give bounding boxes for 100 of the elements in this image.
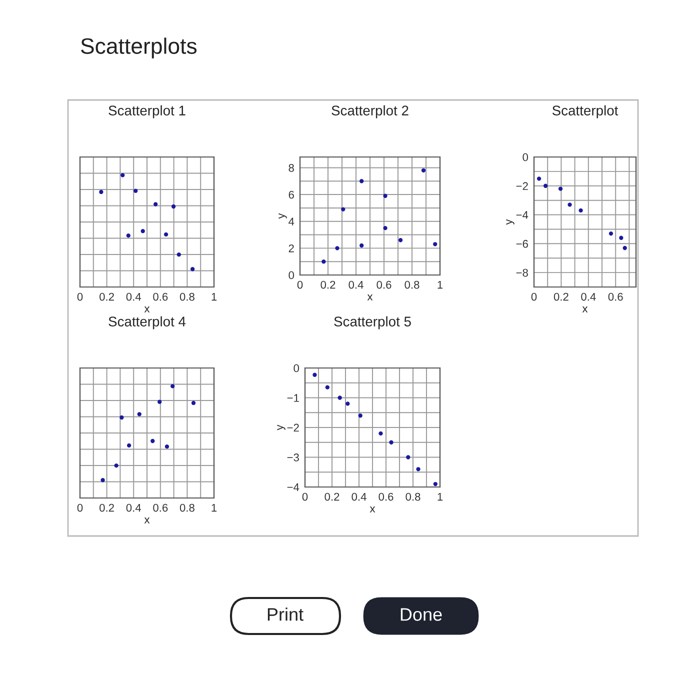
point [158, 400, 162, 404]
point [99, 190, 104, 194]
x-tick-label: 0.2 [554, 292, 568, 301]
y-tick-label: −3 [287, 454, 299, 462]
y-tick-label: −2 [516, 182, 528, 190]
point [164, 232, 168, 237]
x-tick-label: 0 [531, 292, 537, 301]
point [341, 207, 346, 212]
y-tick-label: 6 [288, 190, 294, 199]
x-tick-label: 0 [302, 492, 308, 501]
x-tick-label: 0.6 [608, 292, 623, 301]
point [190, 267, 195, 272]
point [325, 385, 330, 390]
y-tick-label: −1 [287, 394, 299, 402]
x-axis-title: x [144, 306, 150, 312]
y-tick-label: −6 [516, 240, 528, 248]
point [389, 440, 394, 444]
y-tick-label: 2 [288, 244, 294, 252]
x-tick-label: 0.2 [100, 292, 114, 301]
point [622, 246, 627, 250]
point [120, 415, 124, 420]
point [114, 463, 118, 468]
point [578, 208, 583, 213]
x-tick-label: 0.6 [378, 492, 394, 501]
chart-title: Scatterplot 2 [332, 105, 408, 118]
point [171, 204, 176, 209]
x-axis-title: x [370, 506, 376, 512]
x-tick-label: 0.4 [126, 292, 141, 301]
y-tick-label: 4 [288, 218, 294, 226]
chart-title: Scatterplot 5 [334, 316, 411, 330]
x-tick-label: 0.8 [406, 492, 420, 501]
y-tick-label: −8 [516, 268, 528, 277]
point [416, 467, 420, 472]
x-axis-title: x [144, 517, 150, 524]
x-tick-label: 0.8 [404, 280, 420, 289]
point [558, 186, 563, 191]
point [153, 202, 158, 206]
point [126, 233, 130, 238]
point [100, 478, 105, 482]
point [406, 455, 410, 460]
point [164, 444, 170, 449]
x-tick-label: 0.4 [581, 292, 596, 301]
x-tick-label: 0.8 [180, 504, 194, 512]
chart-title: Scatterplot [552, 105, 618, 118]
x-tick-label: 0.4 [352, 492, 366, 501]
y-tick-label: 0 [294, 364, 300, 372]
y-tick-label: 0 [522, 153, 528, 162]
point [176, 252, 181, 257]
point [335, 246, 340, 250]
point [312, 372, 317, 377]
point [150, 438, 155, 444]
x-tick-label: 0.6 [153, 504, 168, 512]
point [126, 443, 132, 448]
point [378, 431, 383, 436]
text: Print [268, 608, 304, 621]
y-axis-title: y [277, 424, 286, 430]
x-tick-label: 0 [77, 292, 83, 301]
point [360, 179, 364, 184]
point [358, 414, 362, 418]
point [383, 194, 388, 198]
x-tick-label: 0.8 [180, 292, 194, 301]
x-tick-label: 1 [438, 280, 443, 289]
x-tick-label: 0.6 [153, 292, 168, 301]
x-tick-label: 0.6 [376, 280, 392, 289]
point [619, 236, 624, 240]
text: Scatterplots [81, 38, 197, 58]
point [433, 242, 438, 246]
x-tick-label: 0.4 [348, 280, 364, 289]
x-axis-title: x [367, 294, 373, 300]
y-tick-label: −4 [516, 211, 528, 219]
x-tick-label: 0 [77, 504, 83, 512]
text: Done [400, 608, 442, 621]
chart-title: Scatterplot 4 [108, 316, 186, 330]
point [191, 400, 196, 406]
x-tick-label: 1 [212, 292, 217, 301]
point [120, 173, 125, 178]
point [170, 384, 175, 388]
point [346, 402, 350, 406]
point [137, 412, 142, 416]
point [140, 229, 145, 234]
point [608, 231, 614, 236]
x-tick-label: 1 [438, 492, 443, 501]
point [433, 482, 438, 486]
point [568, 202, 572, 207]
point [322, 260, 326, 264]
y-tick-label: 8 [288, 164, 294, 172]
x-tick-label: 0.2 [320, 280, 336, 289]
point [536, 176, 542, 181]
point [134, 188, 138, 193]
y-axis-title: y [278, 213, 287, 219]
chart-title: Scatterplot 1 [108, 105, 186, 118]
y-tick-label: −4 [287, 483, 300, 492]
y-tick-label: −2 [287, 424, 299, 432]
point [360, 243, 364, 248]
x-axis-title: x [582, 306, 588, 312]
x-tick-label: 0.2 [100, 504, 114, 512]
x-tick-label: 1 [212, 504, 217, 512]
x-tick-label: 0.4 [126, 504, 141, 512]
x-tick-label: 0.2 [324, 492, 340, 501]
point [398, 238, 403, 242]
